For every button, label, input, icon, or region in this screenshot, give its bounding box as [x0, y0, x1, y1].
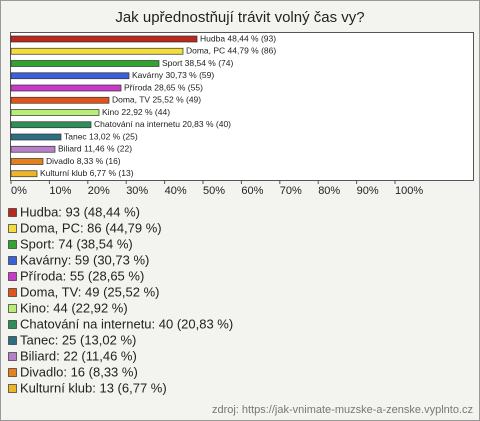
x-tick-label: 50% [203, 185, 225, 197]
legend-swatch [8, 320, 17, 329]
legend-swatch [8, 384, 17, 393]
value-label: Příroda 28,65 % (55) [124, 82, 203, 92]
x-tick-label: 100% [395, 185, 423, 197]
bar [10, 170, 38, 178]
x-tick-label: 60% [241, 185, 263, 197]
legend-swatch [8, 368, 17, 377]
bar [10, 72, 130, 80]
legend-swatch [8, 304, 17, 313]
legend-swatch [8, 208, 17, 217]
bar [10, 96, 110, 104]
bar [10, 121, 92, 129]
legend-swatch [8, 336, 17, 345]
value-label: Kavárny 30,73 % (59) [132, 70, 214, 80]
x-tick-label: 80% [318, 185, 340, 197]
legend-label: Chatování na internetu: 40 (20,83 %) [20, 316, 233, 331]
value-label: Hudba 48,44 % (93) [200, 33, 276, 43]
value-label: Kulturní klub 6,77 % (13) [40, 168, 134, 178]
legend-swatch [8, 352, 17, 361]
legend-swatch [8, 224, 17, 233]
value-label: Divadlo 8,33 % (16) [46, 156, 121, 166]
legend-swatch [8, 256, 17, 265]
bar [10, 109, 100, 116]
legend-label: Tanec: 25 (13,02 %) [20, 332, 136, 347]
value-label: Tanec 13,02 % (25) [64, 131, 138, 141]
bar [10, 158, 44, 165]
legend-label: Příroda: 55 (28,65 %) [20, 268, 144, 283]
source: zdroj: https://jak-vnimate-muzske-a-zens… [212, 404, 473, 416]
bar [10, 60, 160, 67]
bar [10, 84, 122, 92]
bar [10, 145, 56, 153]
legend-swatch [8, 288, 17, 297]
legend-label: Kino: 44 (22,92 %) [20, 300, 128, 315]
legend-label: Kavárny: 59 (30,73 %) [20, 252, 149, 267]
value-label: Doma, TV 25,52 % (49) [112, 95, 201, 105]
legend-label: Sport: 74 (38,54 %) [20, 236, 133, 251]
legend-label: Biliard: 22 (11,46 %) [20, 348, 137, 363]
x-tick-label: 0% [11, 185, 27, 197]
plot-area [10, 32, 474, 181]
legend-swatch [8, 272, 17, 281]
legend-label: Kulturní klub: 13 (6,77 %) [20, 380, 167, 395]
chart-title: Jak upřednostňují trávit volný čas vy? [115, 9, 364, 26]
value-label: Biliard 11,46 % (22) [58, 144, 132, 154]
x-tick-label: 90% [357, 185, 379, 197]
legend-swatch [8, 240, 17, 249]
value-label: Chatování na internetu 20,83 % (40) [94, 119, 231, 129]
x-tick-label: 20% [88, 185, 110, 197]
x-tick-label: 10% [49, 185, 71, 197]
x-tick-label: 40% [165, 185, 187, 197]
value-label: Sport 38,54 % (74) [162, 58, 234, 68]
value-label: Doma, PC 44,79 % (86) [186, 46, 276, 56]
value-label: Kino 22,92 % (44) [102, 107, 170, 117]
legend-label: Divadlo: 16 (8,33 %) [20, 364, 138, 379]
bar [10, 35, 198, 43]
legend-label: Hudba: 93 (48,44 %) [20, 204, 140, 219]
x-tick-label: 30% [126, 185, 148, 197]
bar [10, 133, 62, 141]
x-tick-label: 70% [280, 185, 302, 197]
legend-label: Doma, TV: 49 (25,52 %) [20, 284, 159, 299]
legend-label: Doma, PC: 86 (44,79 %) [20, 220, 162, 235]
bar [10, 47, 184, 55]
